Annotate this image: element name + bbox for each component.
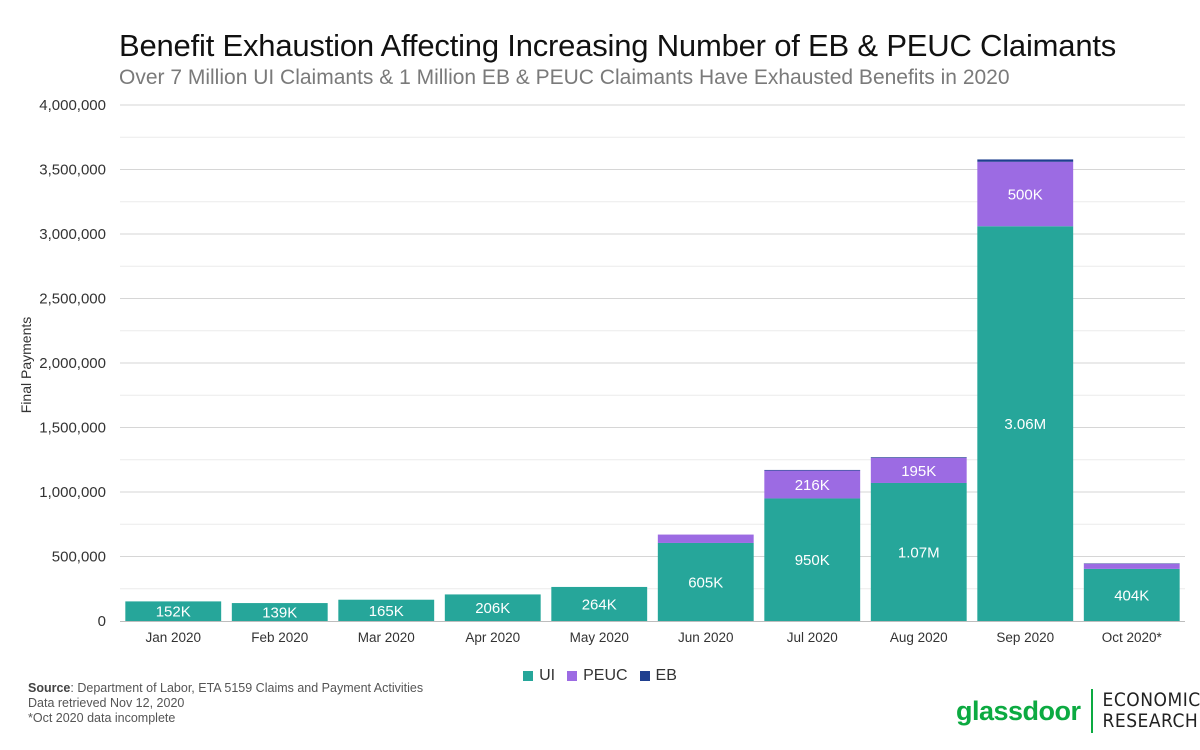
bar-peuc-8	[977, 161, 1074, 227]
y-axis-label: Final Payments	[18, 317, 34, 413]
bar-ui-6	[764, 498, 861, 621]
bar-peuc-5	[657, 534, 754, 543]
y-tick-label: 3,500,000	[39, 162, 106, 179]
brand-sub-line1: ECONOMIC	[1102, 689, 1200, 711]
bar-peuc-9	[1083, 563, 1180, 569]
bars: 152K 139K 165K 206K 264K 605K 950K 216K 1.07M 195…	[125, 159, 1180, 622]
y-tick-label: 2,000,000	[39, 355, 106, 372]
footer-source: Source: Department of Labor, ETA 5159 Cl…	[28, 681, 423, 726]
legend-swatch	[523, 671, 534, 681]
brand-logo: glassdoor ECONOMIC RESEARCH	[956, 686, 1200, 736]
y-tick-label: 0	[98, 613, 106, 630]
y-tick-label: 3,000,000	[39, 226, 106, 243]
x-tick-label: Apr 2020	[465, 630, 520, 645]
bar-peuc-6	[764, 470, 861, 499]
y-tick-label: 1,000,000	[39, 484, 106, 501]
data-label-peuc: 216K	[795, 477, 830, 494]
bar-ui-2	[338, 599, 435, 621]
bar-ui-1	[231, 603, 328, 621]
legend-item-ui: UI	[523, 667, 555, 685]
y-tick-label: 4,000,000	[39, 97, 106, 114]
legend-label: PEUC	[583, 667, 628, 684]
y-tick-label: 2,500,000	[39, 291, 106, 308]
data-label-peuc: 195K	[901, 463, 936, 480]
stacked-bar-chart: 0 500,000 1,000,000 1,500,000 2,000,000 2,500…	[18, 97, 1185, 645]
bar-ui-4	[551, 586, 648, 621]
y-axis: 0 500,000 1,000,000 1,500,000 2,000,000 2,500…	[39, 97, 106, 630]
bar-ui-7	[870, 482, 967, 621]
glassdoor-wordmark: glassdoor	[956, 695, 1081, 726]
data-label-ui: 139K	[262, 605, 297, 622]
source-text: : Department of Labor, ETA 5159 Claims a…	[70, 681, 424, 695]
x-tick-label: Sep 2020	[996, 630, 1054, 645]
bar-eb-8	[977, 159, 1074, 162]
bar-ui-5	[657, 542, 754, 621]
data-label-ui: 605K	[688, 574, 723, 591]
legend-swatch	[567, 671, 578, 681]
brand-sub-line2: RESEARCH	[1102, 710, 1199, 732]
bar-peuc-7	[870, 457, 967, 483]
x-tick-label: Feb 2020	[251, 630, 308, 645]
bar-ui-9	[1083, 568, 1180, 621]
y-tick-label: 500,000	[52, 549, 106, 566]
y-tick-label: 1,500,000	[39, 420, 106, 437]
x-tick-label: Oct 2020*	[1102, 630, 1163, 645]
data-label-ui: 264K	[582, 596, 617, 613]
x-tick-label: May 2020	[570, 630, 629, 645]
data-label-ui: 404K	[1114, 587, 1149, 604]
x-tick-label: Aug 2020	[890, 630, 948, 645]
data-label-peuc: 500K	[1008, 187, 1043, 204]
bar-ui-8	[977, 226, 1074, 621]
chart-title: Benefit Exhaustion Affecting Increasing …	[119, 28, 1117, 63]
data-retrieved: Data retrieved Nov 12, 2020	[28, 696, 185, 710]
bar-eb-7	[870, 457, 967, 458]
bar-ui-3	[444, 594, 541, 621]
legend-label: UI	[539, 667, 556, 684]
x-tick-label: Jun 2020	[678, 630, 734, 645]
bar-ui-0	[125, 601, 222, 621]
bar-eb-6	[764, 469, 861, 471]
economic-research-wordmark: ECONOMIC RESEARCH	[1103, 690, 1200, 732]
source-label: Source	[28, 681, 71, 695]
x-tick-label: Mar 2020	[358, 630, 415, 645]
legend-swatch	[639, 671, 650, 681]
legend-item-peuc: PEUC	[567, 667, 628, 685]
x-tick-label: Jul 2020	[787, 630, 838, 645]
data-label-ui: 152K	[156, 604, 191, 621]
legend-item-eb: EB	[639, 667, 677, 685]
legend-label: EB	[655, 667, 677, 684]
x-axis: Jan 2020 Feb 2020 Mar 2020 Apr 2020 May 2020…	[120, 621, 1185, 645]
data-label-ui: 950K	[795, 552, 830, 569]
data-label-ui: 206K	[475, 600, 510, 617]
data-note: *Oct 2020 data incomplete	[28, 711, 176, 725]
data-label-ui: 165K	[369, 603, 404, 620]
chart-legend: UI PEUC EB	[0, 667, 1200, 686]
x-tick-label: Jan 2020	[145, 630, 201, 645]
data-label-ui: 1.07M	[898, 544, 940, 561]
chart-subtitle: Over 7 Million UI Claimants & 1 Million …	[119, 66, 1010, 89]
brand-divider	[1090, 689, 1093, 733]
data-label-ui: 3.06M	[1004, 416, 1046, 433]
